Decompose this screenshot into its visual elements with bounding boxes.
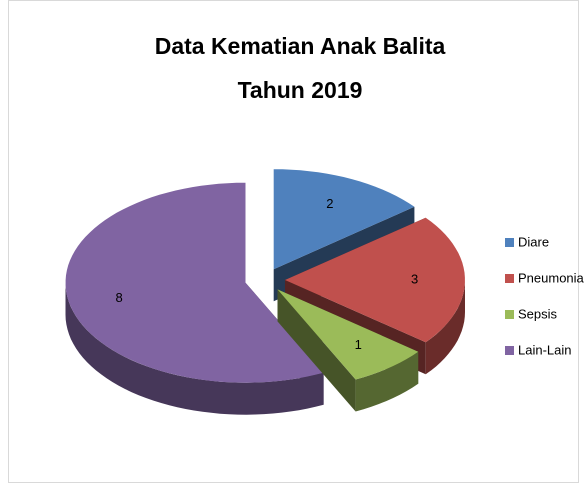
slice-side xyxy=(355,351,419,412)
slice-side xyxy=(425,280,465,375)
legend-swatch xyxy=(505,310,514,319)
legend-swatch xyxy=(505,346,514,355)
legend-swatch xyxy=(505,238,514,247)
slice-top xyxy=(65,182,324,383)
data-label: 2 xyxy=(326,196,333,211)
data-label: 8 xyxy=(116,290,123,305)
slice-side xyxy=(65,282,324,415)
slice-top xyxy=(273,169,415,270)
pie-slice xyxy=(65,182,324,415)
legend-label: Pneumonia xyxy=(518,270,585,285)
chart-title: Tahun 2019 xyxy=(238,77,363,103)
data-label: 1 xyxy=(355,337,362,352)
pie-slice xyxy=(277,289,419,412)
data-label: 3 xyxy=(411,271,418,286)
legend-label: Sepsis xyxy=(518,306,558,321)
slice-wall xyxy=(277,289,356,412)
slice-top xyxy=(277,289,419,380)
legend-swatch xyxy=(505,274,514,283)
chart-title: Data Kematian Anak Balita xyxy=(155,33,446,59)
legend-label: Diare xyxy=(518,234,549,249)
legend-label: Lain-Lain xyxy=(518,342,572,357)
slice-top xyxy=(285,217,465,343)
